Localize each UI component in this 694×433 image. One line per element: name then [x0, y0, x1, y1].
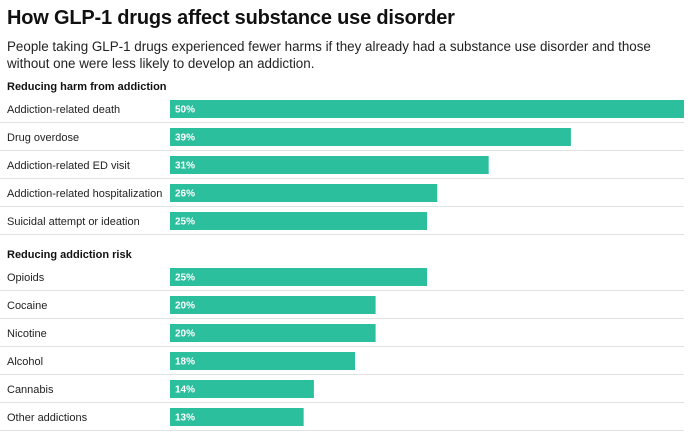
category-label-addiction-related-ed-visit: Addiction-related ED visit — [7, 160, 130, 172]
bar-addiction-related-hospitalization — [170, 184, 438, 202]
category-label-alcohol: Alcohol — [7, 356, 43, 368]
value-label-addiction-related-death: 50% — [175, 105, 195, 116]
value-label-other-addictions: 13% — [175, 413, 195, 424]
bar-suicidal-attempt-or-ideation — [170, 212, 427, 230]
value-label-alcohol: 18% — [175, 357, 195, 368]
value-label-nicotine: 20% — [175, 329, 195, 340]
category-label-nicotine: Nicotine — [7, 328, 47, 340]
bar-cocaine — [170, 296, 376, 314]
bar-alcohol — [170, 352, 356, 370]
category-label-opioids: Opioids — [7, 272, 45, 284]
value-label-opioids: 25% — [175, 273, 195, 284]
chart-title: How GLP-1 drugs affect substance use dis… — [7, 7, 455, 29]
category-label-drug-overdose: Drug overdose — [7, 132, 79, 144]
value-label-addiction-related-hospitalization: 26% — [175, 189, 195, 200]
category-label-addiction-related-death: Addiction-related death — [7, 104, 120, 116]
bar-cannabis — [170, 380, 314, 398]
chart-subtitle: People taking GLP-1 drugs experienced fe… — [7, 39, 651, 71]
bar-other-addictions — [170, 408, 304, 426]
value-label-drug-overdose: 39% — [175, 133, 195, 144]
value-label-cocaine: 20% — [175, 301, 195, 312]
bar-drug-overdose — [170, 128, 571, 146]
category-label-cannabis: Cannabis — [7, 384, 54, 396]
group-heading-reducing-addiction-risk: Reducing addiction risk — [7, 249, 133, 261]
bar-nicotine — [170, 324, 376, 342]
bar-opioids — [170, 268, 427, 286]
category-label-addiction-related-hospitalization: Addiction-related hospitalization — [7, 188, 162, 200]
bar-addiction-related-death — [170, 100, 684, 118]
group-heading-reducing-harm-from-addiction: Reducing harm from addiction — [7, 81, 167, 93]
value-label-addiction-related-ed-visit: 31% — [175, 161, 195, 172]
category-label-other-addictions: Other addictions — [7, 412, 88, 424]
bar-addiction-related-ed-visit — [170, 156, 489, 174]
value-label-suicidal-attempt-or-ideation: 25% — [175, 217, 195, 228]
value-label-cannabis: 14% — [175, 385, 195, 396]
category-label-suicidal-attempt-or-ideation: Suicidal attempt or ideation — [7, 216, 140, 228]
category-label-cocaine: Cocaine — [7, 300, 47, 312]
